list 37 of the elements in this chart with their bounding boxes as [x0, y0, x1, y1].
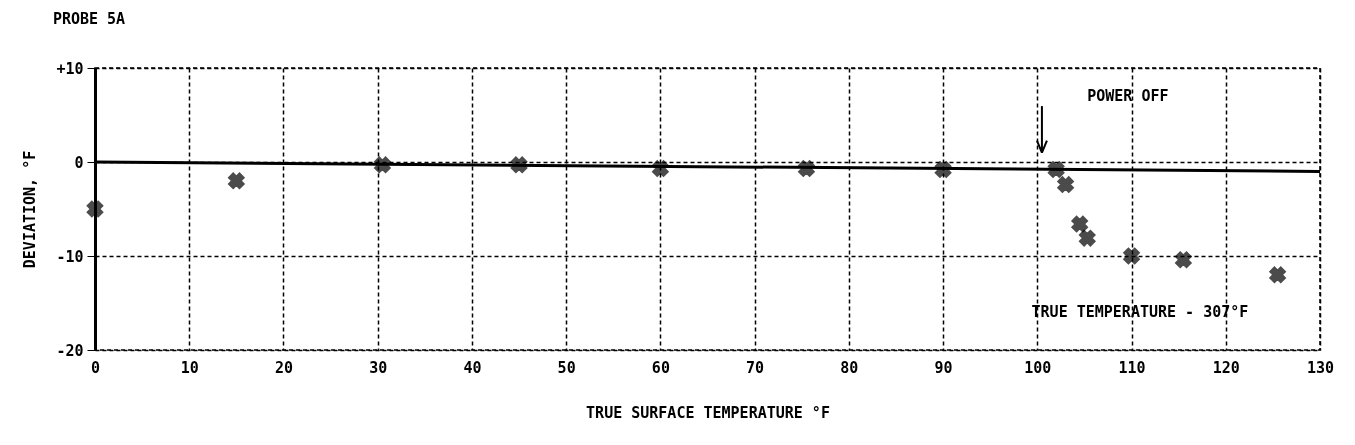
x-tick-label: 60 — [651, 358, 670, 377]
x-tick-label: 0 — [90, 358, 101, 377]
x-tick-label: 130 — [1306, 358, 1335, 377]
x-tick-label: 120 — [1212, 358, 1240, 377]
x-tick-label: 40 — [463, 358, 482, 377]
annotation: POWER OFF — [1087, 87, 1169, 106]
annotation: TRUE TEMPERATURE - 307°F — [1031, 302, 1249, 321]
point — [510, 156, 528, 174]
y-tick-label: -10 — [56, 247, 84, 266]
point — [934, 161, 952, 178]
y-tick-label: +10 — [56, 59, 84, 78]
x-tick-label: 50 — [557, 358, 576, 377]
x-tick-label: 80 — [840, 358, 859, 377]
x-tick-label: 20 — [274, 358, 293, 377]
x-tick-label: 90 — [934, 358, 953, 377]
point — [1269, 266, 1286, 284]
x-tick-label: 70 — [746, 358, 765, 377]
point — [228, 172, 245, 190]
point — [1057, 176, 1074, 193]
x-axis-title: TRUE SURFACE TEMPERATURE °F — [586, 403, 830, 422]
y-tick-label: 0 — [74, 153, 84, 172]
x-tick-label: 100 — [1024, 358, 1052, 377]
y-axis-title: DEVIATION, °F — [21, 150, 40, 269]
point — [652, 160, 669, 177]
point — [1071, 215, 1089, 233]
x-tick-label: 110 — [1118, 358, 1146, 377]
point — [1123, 247, 1140, 265]
point — [374, 156, 391, 174]
point — [86, 200, 104, 218]
point — [1047, 161, 1065, 178]
chart-title: PROBE 5A — [52, 10, 126, 28]
x-tick-label: 10 — [180, 358, 199, 377]
point — [798, 160, 815, 177]
point — [1175, 251, 1192, 269]
x-tick-label: 30 — [369, 358, 388, 377]
y-tick-label: -20 — [56, 341, 84, 360]
point — [1078, 229, 1096, 247]
